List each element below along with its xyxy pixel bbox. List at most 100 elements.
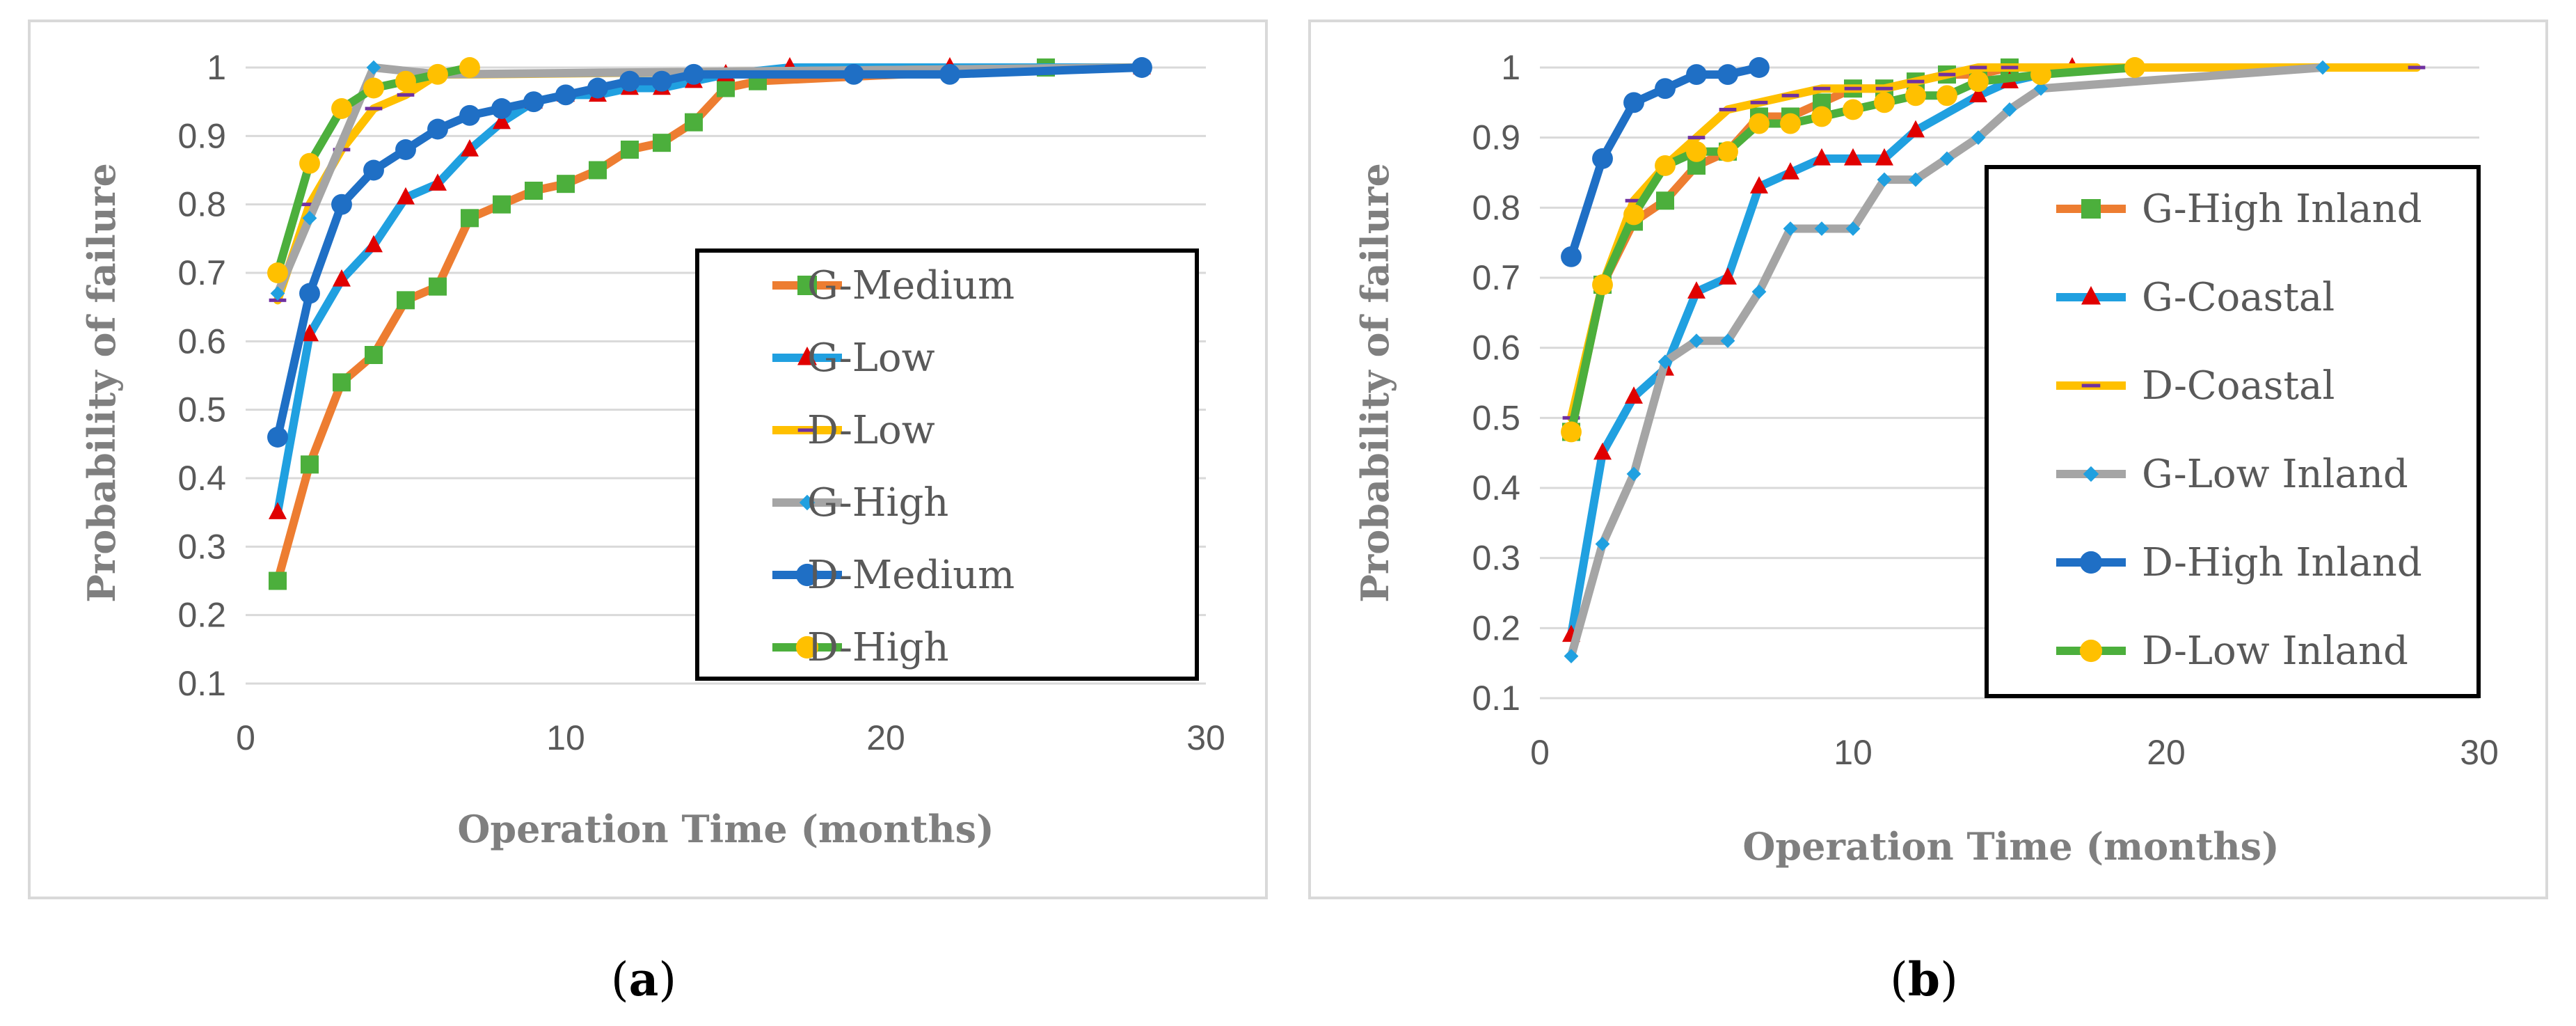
data-point <box>1813 148 1831 166</box>
legend-swatch-marker <box>2079 639 2103 663</box>
legend-swatch-marker <box>2079 551 2103 574</box>
legend-item-d-low: D-Low <box>772 408 935 453</box>
data-point <box>1844 86 1862 90</box>
legend-swatch-marker <box>795 563 819 587</box>
data-point <box>1656 191 1674 210</box>
panel-label-b: (b) <box>1890 952 1958 1007</box>
data-point <box>301 203 319 207</box>
data-point <box>1783 221 1798 236</box>
data-point <box>2030 64 2051 86</box>
data-point <box>365 235 383 253</box>
data-point <box>653 134 671 152</box>
data-point <box>1811 106 1832 127</box>
data-point <box>1749 113 1770 134</box>
series-line <box>1567 63 2139 436</box>
x-tick-label: 30 <box>1186 718 1225 757</box>
data-point <box>331 194 352 215</box>
data-point <box>1719 107 1737 111</box>
legend-item-g-high: G-High <box>772 480 948 526</box>
legend-item-g-high-inland: G-High Inland <box>2056 187 2422 232</box>
data-point <box>1749 57 1770 78</box>
data-point <box>397 93 415 97</box>
data-point <box>365 346 383 364</box>
data-point <box>267 427 288 448</box>
data-point <box>2124 57 2145 78</box>
x-tick-label: 10 <box>1834 733 1873 772</box>
y-axis-title: Probability of failure <box>79 163 124 603</box>
series-d-high-inland <box>1561 57 1770 267</box>
legend-label: G-Coastal <box>2142 275 2335 320</box>
data-point <box>1875 86 1893 90</box>
legend-item-g-coastal: G-Coastal <box>2056 275 2335 320</box>
x-tick-label: 0 <box>236 718 255 757</box>
data-point <box>1877 172 1892 187</box>
legend-label: D-High Inland <box>2142 540 2422 585</box>
legend-label: D-Coastal <box>2142 363 2335 409</box>
data-point <box>397 291 415 310</box>
data-point <box>1655 78 1676 100</box>
data-point <box>1937 85 1957 106</box>
legend-swatch-marker <box>2083 466 2099 482</box>
y-tick-label: 0.3 <box>1472 539 1520 578</box>
data-point <box>1655 155 1676 176</box>
legend-items: G-High Inland G-Coastal D-Coastal G-Low Inl… <box>2056 187 2422 674</box>
data-point <box>1813 86 1831 90</box>
data-point <box>2033 81 2049 96</box>
data-point <box>301 455 319 474</box>
data-point <box>525 182 543 200</box>
legend-item-g-low-inland: G-Low Inland <box>2056 452 2408 497</box>
chart-panel-b: 0.1 0.2 0.3 0.4 0.5 0.6 0.7 0.8 0.9 1 0 10 20 30 Ope… <box>1308 19 2548 1007</box>
x-tick-labels: 0 10 20 30 <box>236 718 1225 757</box>
legend-box <box>1985 165 2481 698</box>
data-point <box>557 175 575 194</box>
legend-label: D-Low Inland <box>2142 629 2408 674</box>
plot-series <box>267 57 1152 590</box>
y-tick-label: 0.7 <box>1472 258 1520 297</box>
data-point <box>1717 64 1738 86</box>
legend-label: G-Medium <box>807 263 1015 308</box>
data-point <box>621 141 639 159</box>
y-axis-title: Probability of failure <box>1353 163 1397 603</box>
data-point <box>301 324 319 342</box>
data-point <box>1595 537 1610 551</box>
data-point <box>1874 92 1895 113</box>
y-tick-label: 0.2 <box>177 596 226 635</box>
legend-label: D-Medium <box>807 553 1015 598</box>
data-point <box>333 269 351 287</box>
data-point <box>429 173 447 191</box>
y-tick-label: 0.5 <box>1472 398 1520 437</box>
data-point <box>1875 148 1893 166</box>
panel-label-a: (a) <box>611 952 676 1007</box>
legend-swatch-marker <box>797 276 817 295</box>
legend-item-g-low: G-Low <box>772 336 935 381</box>
data-point <box>1593 442 1612 460</box>
legend-label: G-Low Inland <box>2142 452 2408 497</box>
data-point <box>493 195 511 214</box>
data-point <box>365 106 383 111</box>
y-tick-labels: 0.1 0.2 0.3 0.4 0.5 0.6 0.7 0.8 0.9 1 <box>177 48 226 703</box>
data-point <box>366 60 381 75</box>
legend-swatch-marker <box>2081 384 2101 388</box>
x-tick-label: 0 <box>1530 733 1550 772</box>
data-point <box>1564 649 1579 663</box>
y-tick-label: 0.8 <box>1472 188 1520 227</box>
data-point <box>685 113 703 132</box>
data-point <box>1720 333 1735 348</box>
data-point <box>1623 92 1644 113</box>
y-tick-label: 1 <box>207 48 226 87</box>
series-d-high <box>267 57 480 283</box>
data-point <box>1781 162 1799 180</box>
data-point <box>299 283 320 304</box>
data-point <box>587 77 608 99</box>
legend-label: D-Low <box>807 408 935 453</box>
data-point <box>1780 113 1801 134</box>
data-point <box>939 63 960 85</box>
data-point <box>2408 65 2426 70</box>
data-point <box>1561 421 1582 443</box>
data-point <box>1687 281 1706 299</box>
data-point <box>333 373 351 392</box>
data-point <box>651 70 672 92</box>
data-point <box>429 277 447 296</box>
legend-label: D-High <box>807 625 949 670</box>
data-point <box>395 70 416 92</box>
